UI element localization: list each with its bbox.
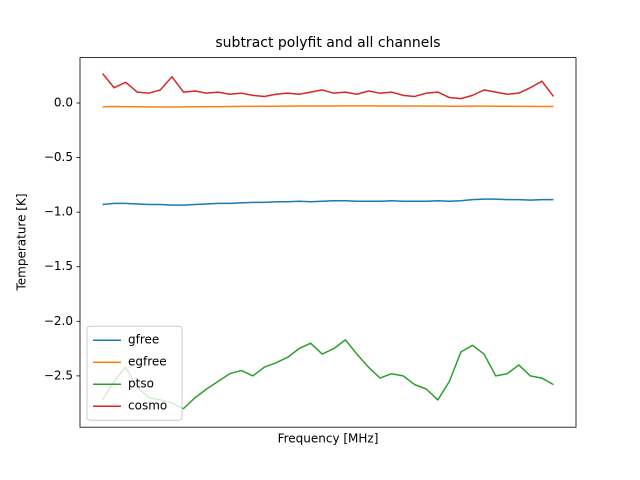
legend-box bbox=[86, 325, 183, 421]
x-axis-label: Frequency [MHz] bbox=[278, 432, 379, 446]
legend-label: ptso bbox=[128, 377, 154, 391]
y-tick-label: −1.0 bbox=[44, 205, 73, 219]
line-series bbox=[102, 105, 554, 108]
y-tick-label: −2.5 bbox=[44, 368, 73, 382]
chart-title: subtract polyfit and all channels bbox=[215, 35, 440, 51]
y-tick-label: 0.0 bbox=[54, 96, 73, 110]
legend-label: gfree bbox=[128, 333, 159, 347]
y-tick-label: −0.5 bbox=[44, 150, 73, 164]
plot-frame bbox=[79, 57, 577, 428]
legend-label: egfree bbox=[128, 355, 167, 369]
line-series bbox=[102, 198, 554, 206]
y-tick-label: −2.0 bbox=[44, 314, 73, 328]
legend-label: cosmo bbox=[128, 399, 167, 413]
line-series bbox=[101, 73, 555, 100]
y-axis-label: Temperature [K] bbox=[15, 193, 29, 291]
y-tick-label: −1.5 bbox=[44, 259, 73, 273]
